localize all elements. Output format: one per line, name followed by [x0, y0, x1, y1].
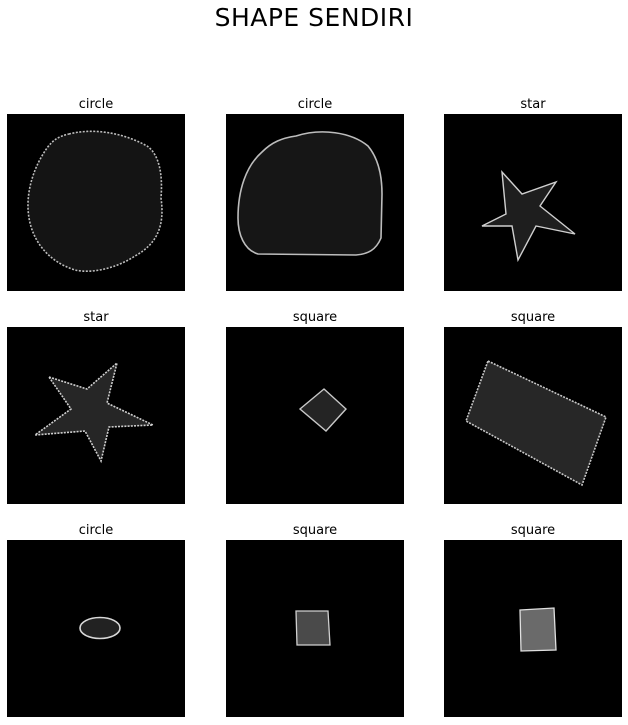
shape-circle-3 — [79, 616, 121, 640]
panel-8-image — [226, 540, 404, 717]
panel-6-image — [444, 327, 622, 504]
panel-6: square — [444, 309, 622, 504]
shape-star-2 — [32, 360, 154, 464]
figure-title: SHAPE SENDIRI — [214, 3, 414, 32]
shape-circle-1 — [27, 130, 163, 273]
panel-7-label: circle — [78, 523, 114, 538]
panel-5-image — [226, 327, 404, 504]
panel-1: circle — [7, 96, 185, 291]
panel-9: square — [444, 522, 622, 717]
panel-6-label: square — [510, 310, 556, 325]
shape-square-4 — [519, 607, 557, 652]
panel-9-label: square — [510, 523, 556, 538]
panel-5: square — [226, 309, 404, 504]
panel-7-image — [7, 540, 185, 717]
shape-square-3 — [295, 610, 331, 646]
shape-square-2 — [465, 359, 607, 487]
panel-8-label: square — [292, 523, 338, 538]
panel-4-label: star — [83, 310, 109, 325]
panel-2-label: circle — [297, 97, 333, 112]
panel-3: star — [444, 96, 622, 291]
panel-1-image — [7, 114, 185, 291]
shape-circle-2 — [237, 131, 383, 256]
shape-star-1 — [481, 169, 576, 263]
panel-5-label: square — [292, 310, 338, 325]
panel-2: circle — [226, 96, 404, 291]
shape-square-1 — [298, 388, 347, 432]
panel-9-image — [444, 540, 622, 717]
panel-3-label: star — [520, 97, 546, 112]
panel-4-image — [7, 327, 185, 504]
panel-3-image — [444, 114, 622, 291]
panel-2-image — [226, 114, 404, 291]
panel-7: circle — [7, 522, 185, 717]
panel-1-label: circle — [78, 97, 114, 112]
panel-8: square — [226, 522, 404, 717]
panel-4: star — [7, 309, 185, 504]
